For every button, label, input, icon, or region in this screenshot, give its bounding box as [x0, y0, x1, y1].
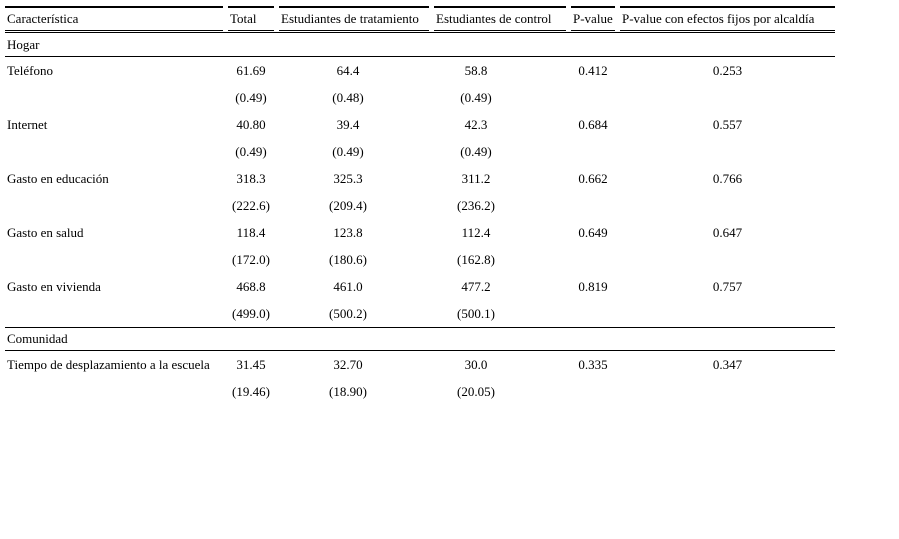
value-control: 112.4 [461, 224, 491, 240]
sd-treatment: (18.90) [329, 383, 367, 399]
table-row-gasto-educacion: Gasto en educación 318.3 325.3 311.2 0.6… [5, 165, 835, 192]
value-control: 311.2 [461, 170, 491, 186]
empty-cell [571, 300, 615, 327]
empty-cell [620, 378, 835, 405]
value-pvalue: 0.412 [578, 62, 608, 78]
sd-row-gasto-vivienda: (499.0) (500.2) (500.1) [5, 300, 835, 327]
value-pvalue: 0.335 [578, 356, 608, 372]
header-row: Característica Total Estudiantes de trat… [5, 6, 835, 31]
sd-treatment: (180.6) [329, 251, 367, 267]
empty-cell [620, 192, 835, 219]
row-label: Gasto en vivienda [7, 278, 101, 294]
empty-cell [620, 246, 835, 273]
sd-control: (0.49) [460, 143, 492, 159]
row-label: Gasto en salud [7, 224, 84, 240]
empty-cell [5, 300, 223, 327]
value-pvalue-fe: 0.647 [712, 224, 743, 240]
value-pvalue: 0.649 [578, 224, 608, 240]
empty-cell [620, 84, 835, 111]
value-total: 318.3 [236, 170, 266, 186]
column-header-total: Total [228, 6, 274, 31]
value-total: 118.4 [236, 224, 266, 240]
value-pvalue-fe: 0.347 [712, 356, 743, 372]
empty-cell [571, 246, 615, 273]
row-label: Teléfono [7, 62, 54, 78]
sd-total: (222.6) [232, 197, 270, 213]
empty-cell [5, 138, 223, 165]
value-control: 42.3 [464, 116, 488, 132]
value-treatment: 32.70 [333, 356, 363, 372]
sd-control: (236.2) [457, 197, 495, 213]
value-pvalue: 0.819 [578, 278, 608, 294]
section-row-hogar: Hogar [5, 33, 835, 57]
sd-total: (0.49) [235, 143, 267, 159]
value-control: 477.2 [461, 278, 491, 294]
value-pvalue-fe: 0.253 [712, 62, 743, 78]
value-total: 468.8 [236, 278, 266, 294]
section-label: Comunidad [5, 327, 835, 351]
sd-total: (19.46) [232, 383, 270, 399]
value-treatment: 64.4 [336, 62, 360, 78]
column-header-treatment: Estudiantes de tratamiento [279, 6, 429, 31]
page: Característica Total Estudiantes de trat… [0, 6, 899, 539]
header-rule-row [5, 31, 835, 33]
empty-cell [571, 192, 615, 219]
sd-row-gasto-salud: (172.0) (180.6) (162.8) [5, 246, 835, 273]
value-pvalue-fe: 0.766 [712, 170, 743, 186]
value-total: 31.45 [236, 356, 266, 372]
empty-cell [5, 378, 223, 405]
column-header-pvalue-fixed-effects: P-value con efectos fijos por alcaldía [620, 6, 835, 31]
sd-treatment: (0.48) [332, 89, 364, 105]
value-pvalue-fe: 0.557 [712, 116, 743, 132]
empty-cell [5, 192, 223, 219]
sd-total: (499.0) [232, 305, 270, 321]
section-row-comunidad: Comunidad [5, 327, 835, 351]
value-total: 61.69 [236, 62, 266, 78]
row-label: Internet [7, 116, 48, 132]
empty-cell [571, 138, 615, 165]
empty-cell [5, 84, 223, 111]
value-pvalue-fe: 0.757 [712, 278, 743, 294]
table-row-tiempo-desplazamiento: Tiempo de desplazamiento a la escuela 31… [5, 351, 835, 378]
balance-table: Característica Total Estudiantes de trat… [0, 6, 840, 405]
column-header-control: Estudiantes de control [434, 6, 566, 31]
column-header-caracteristica: Característica [5, 6, 223, 31]
value-pvalue: 0.662 [578, 170, 608, 186]
table-row-gasto-salud: Gasto en salud 118.4 123.8 112.4 0.649 0… [5, 219, 835, 246]
empty-cell [571, 84, 615, 111]
value-treatment: 461.0 [333, 278, 363, 294]
sd-treatment: (209.4) [329, 197, 367, 213]
sd-control: (500.1) [457, 305, 495, 321]
table-row-telefono: Teléfono 61.69 64.4 58.8 0.412 0.253 [5, 57, 835, 84]
table-row-gasto-vivienda: Gasto en vivienda 468.8 461.0 477.2 0.81… [5, 273, 835, 300]
value-pvalue: 0.684 [578, 116, 608, 132]
sd-total: (172.0) [232, 251, 270, 267]
sd-row-internet: (0.49) (0.49) (0.49) [5, 138, 835, 165]
column-header-pvalue: P-value [571, 6, 615, 31]
value-treatment: 39.4 [336, 116, 360, 132]
table-row-internet: Internet 40.80 39.4 42.3 0.684 0.557 [5, 111, 835, 138]
value-treatment: 325.3 [333, 170, 363, 186]
row-label: Gasto en educación [7, 170, 109, 186]
section-label: Hogar [5, 33, 835, 57]
empty-cell [5, 246, 223, 273]
header-rule-line [5, 31, 835, 33]
value-control: 30.0 [464, 356, 488, 372]
empty-cell [620, 300, 835, 327]
sd-row-tiempo-desplazamiento: (19.46) (18.90) (20.05) [5, 378, 835, 405]
row-label: Tiempo de desplazamiento a la escuela [7, 356, 210, 372]
empty-cell [620, 138, 835, 165]
sd-treatment: (500.2) [329, 305, 367, 321]
sd-row-telefono: (0.49) (0.48) (0.49) [5, 84, 835, 111]
sd-treatment: (0.49) [332, 143, 364, 159]
sd-control: (162.8) [457, 251, 495, 267]
value-treatment: 123.8 [333, 224, 363, 240]
empty-cell [571, 378, 615, 405]
sd-control: (0.49) [460, 89, 492, 105]
sd-total: (0.49) [235, 89, 267, 105]
sd-control: (20.05) [457, 383, 495, 399]
value-total: 40.80 [236, 116, 266, 132]
sd-row-gasto-educacion: (222.6) (209.4) (236.2) [5, 192, 835, 219]
value-control: 58.8 [464, 62, 488, 78]
